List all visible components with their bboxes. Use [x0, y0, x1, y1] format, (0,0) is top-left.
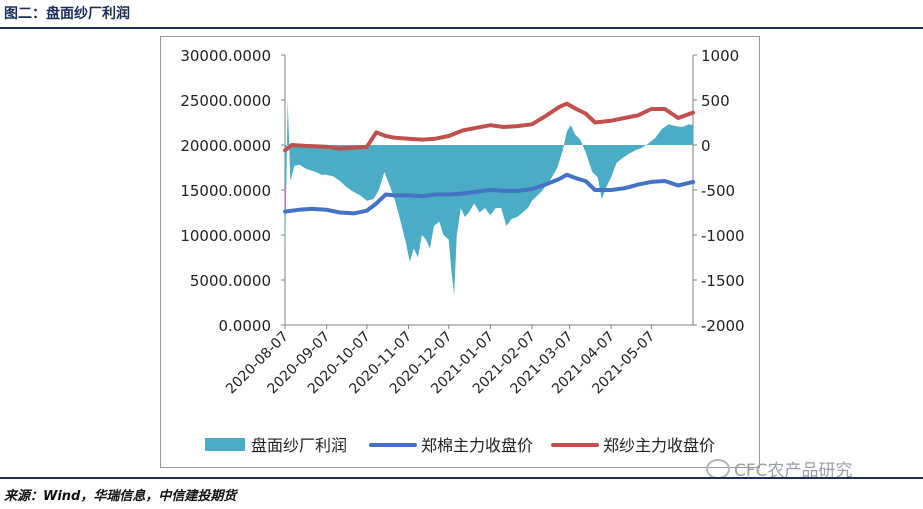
bottom-rule: [0, 477, 923, 479]
left-tick-label: 5000.0000: [190, 272, 271, 290]
legend-swatch-profit: [205, 438, 245, 451]
watermark-text: CFC农产品研究: [734, 461, 853, 481]
chart-frame: 0.0000 5000.0000 10000.0000 15000.0000 20000…: [160, 36, 760, 468]
right-tick-label: 1000: [701, 47, 739, 65]
source-note: 来源：Wind，华瑞信息，中信建投期货: [4, 489, 237, 504]
legend-label: 盘面纱厂利润: [251, 436, 347, 455]
legend-label: 郑棉主力收盘价: [421, 436, 533, 455]
left-tick-label: 10000.0000: [180, 227, 271, 245]
right-tick-label: -1000: [701, 227, 745, 245]
right-tick-label: 0: [701, 137, 711, 155]
left-tick-label: 15000.0000: [180, 182, 271, 200]
wechat-icon: [706, 459, 730, 479]
cotton-price-line: [283, 172, 695, 216]
left-tick-label: 0.0000: [219, 317, 272, 335]
top-rule: [0, 27, 923, 29]
right-tick-label: 500: [701, 92, 730, 110]
figure-title: 图二：盘面纱厂利润: [4, 6, 130, 22]
left-tick-label: 30000.0000: [180, 47, 271, 65]
right-tick-label: -2000: [701, 317, 745, 335]
right-tick-label: -500: [701, 182, 735, 200]
left-tick-label: 20000.0000: [180, 137, 271, 155]
left-tick-label: 25000.0000: [180, 92, 271, 110]
yarn-price-line: [283, 101, 695, 153]
profit-area-series: [285, 100, 693, 296]
legend-label: 郑纱主力收盘价: [603, 436, 715, 455]
chart-svg: 0.0000 5000.0000 10000.0000 15000.0000 20000…: [180, 47, 745, 455]
right-tick-label: -1500: [701, 272, 745, 290]
